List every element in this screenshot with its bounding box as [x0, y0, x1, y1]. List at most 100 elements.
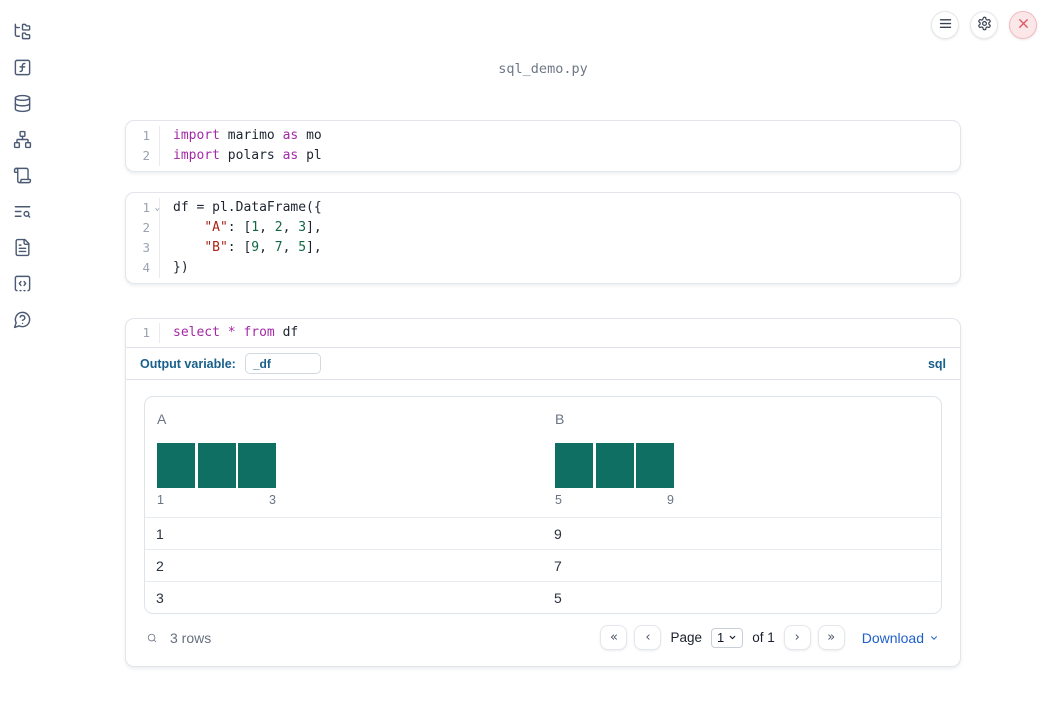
histogram-bar: [197, 443, 236, 488]
download-button-label: Download: [861, 629, 924, 646]
histogram-min-label: 5: [555, 493, 562, 507]
table-cell: 7: [554, 557, 562, 574]
menu-button[interactable]: [931, 11, 959, 39]
code-cell-dataframe: 1 ⌄ df = pl.DataFrame({2 "A": [1, 2, 3], 3 …: [125, 192, 961, 284]
last-page-button[interactable]: »: [817, 625, 845, 650]
chevron-down-icon: [728, 630, 737, 645]
code-line: 2 "A": [1, 2, 3],: [126, 218, 960, 238]
histogram-bar: [157, 443, 195, 488]
column-name: A: [157, 411, 167, 427]
code-text: }): [173, 260, 189, 275]
code-text: select * from df: [173, 325, 299, 340]
code-editor[interactable]: 1 import marimo as mo 2 import polars as pl: [126, 121, 960, 171]
line-number: 1: [126, 323, 160, 343]
first-page-button[interactable]: «: [600, 625, 628, 650]
code-editor[interactable]: 1 ⌄ df = pl.DataFrame({2 "A": [1, 2, 3], 3 …: [126, 193, 960, 283]
text-search-icon: [13, 202, 32, 224]
code-snippet-icon: [13, 274, 32, 296]
code-line: 1 ⌄ df = pl.DataFrame({: [126, 198, 960, 218]
sidebar-item-snippets[interactable]: [0, 267, 44, 303]
code-text: "A": [1, 2, 3],: [204, 220, 322, 235]
code-cell-imports: 1 import marimo as mo 2 import polars as pl: [125, 120, 961, 172]
sql-code-editor[interactable]: 1 select * from df: [126, 319, 960, 348]
code-line: 4}): [126, 258, 960, 278]
page-of-label: of 1: [752, 630, 775, 645]
network-graph-icon: [13, 130, 32, 152]
row-count-label: 3 rows: [170, 629, 212, 646]
sidebar: [0, 0, 44, 713]
chevrons-right-icon: »: [827, 630, 836, 645]
sidebar-item-scratchpad[interactable]: [0, 159, 44, 195]
sidebar-item-help[interactable]: [0, 303, 44, 339]
sidebar-item-variables[interactable]: [0, 51, 44, 87]
sidebar-item-logs[interactable]: [0, 195, 44, 231]
fold-chevron-icon[interactable]: ⌄: [154, 203, 160, 213]
language-toggle[interactable]: sql: [927, 356, 946, 371]
table-cell: 3: [156, 589, 164, 606]
gear-icon: [977, 16, 992, 34]
close-icon: [1016, 16, 1031, 34]
page-select[interactable]: 1: [710, 627, 744, 648]
help-circle-icon: [13, 310, 32, 332]
code-text: df = pl.DataFrame({: [173, 200, 322, 215]
sidebar-item-files[interactable]: [0, 15, 44, 51]
histogram-bar: [595, 443, 634, 488]
sql-cell: 1 select * from df Output variable: sql A…: [125, 318, 961, 667]
column-name: B: [555, 411, 565, 427]
line-number: 1: [126, 126, 160, 146]
code-text: import polars as pl: [173, 148, 322, 163]
sidebar-item-documentation[interactable]: [0, 231, 44, 267]
sidebar-item-datasources[interactable]: [0, 87, 44, 123]
notebook-filename[interactable]: sql_demo.py: [498, 61, 588, 77]
notebook-actions: [931, 11, 1037, 39]
sidebar-item-dependencies[interactable]: [0, 123, 44, 159]
page-select-value: 1: [716, 629, 725, 645]
search-button[interactable]: [147, 630, 157, 646]
line-number: 2: [126, 218, 160, 238]
menu-icon: [938, 16, 953, 34]
database-icon: [13, 94, 32, 116]
chevron-down-icon: [929, 630, 939, 646]
line-number: 1 ⌄: [126, 198, 160, 218]
page-label: Page: [670, 630, 702, 645]
column-histogram[interactable]: [555, 443, 674, 488]
code-text: import marimo as mo: [173, 128, 322, 143]
table-cell: 9: [554, 525, 562, 542]
code-line: 1 select * from df: [126, 323, 960, 343]
histogram-max-label: 3: [269, 493, 276, 507]
histogram-bar: [238, 443, 276, 488]
table-cell: 2: [156, 557, 164, 574]
column-histogram[interactable]: [157, 443, 276, 488]
scroll-icon: [13, 166, 32, 188]
download-button[interactable]: Download: [862, 630, 939, 646]
histogram-bar: [555, 443, 593, 488]
search-icon: [147, 630, 157, 646]
chevron-left-icon: ‹: [645, 630, 651, 645]
table-cell: 5: [554, 589, 562, 606]
code-line: 3 "B": [9, 7, 5],: [126, 238, 960, 258]
settings-button[interactable]: [970, 11, 998, 39]
file-text-icon: [13, 238, 32, 260]
histogram-min-label: 1: [157, 493, 164, 507]
prev-page-button[interactable]: ‹: [634, 625, 662, 650]
table-footer: 3 rows « ‹ Page 1 of 1 › » Download: [144, 625, 942, 666]
line-number: 3: [126, 238, 160, 258]
next-page-button[interactable]: ›: [783, 625, 811, 650]
chevrons-left-icon: «: [609, 630, 618, 645]
shutdown-button[interactable]: [1009, 11, 1037, 39]
output-variable-input[interactable]: [244, 353, 321, 374]
histogram-bar: [636, 443, 674, 488]
histogram-max-label: 9: [667, 493, 674, 507]
table-cell: 1: [156, 525, 164, 542]
